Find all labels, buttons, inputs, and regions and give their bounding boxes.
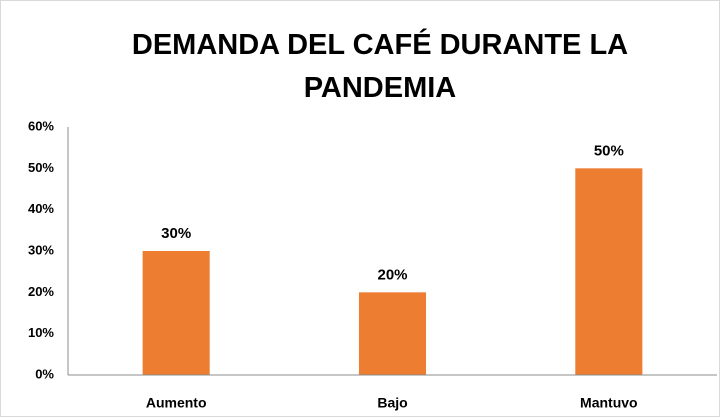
data-label: 50% [594,142,624,159]
data-label: 20% [377,266,407,283]
y-tick-label: 30% [28,242,54,257]
y-tick-label: 10% [28,325,54,340]
bar [358,292,427,375]
y-tick-label: 60% [28,118,54,133]
y-tick-label: 0% [35,366,54,381]
x-tick-label: Aumento [146,395,207,411]
bar [575,168,643,375]
y-tick-label: 20% [28,284,54,299]
x-tick-label: Bajo [377,395,407,411]
x-tick-label: Mantuvo [580,395,638,411]
data-label: 30% [161,225,191,242]
y-tick-label: 50% [28,160,54,175]
y-tick-label: 40% [28,201,54,216]
bar [142,251,210,375]
chart-title: DEMANDA DEL CAFÉ DURANTE LA PANDEMIA [131,29,629,104]
